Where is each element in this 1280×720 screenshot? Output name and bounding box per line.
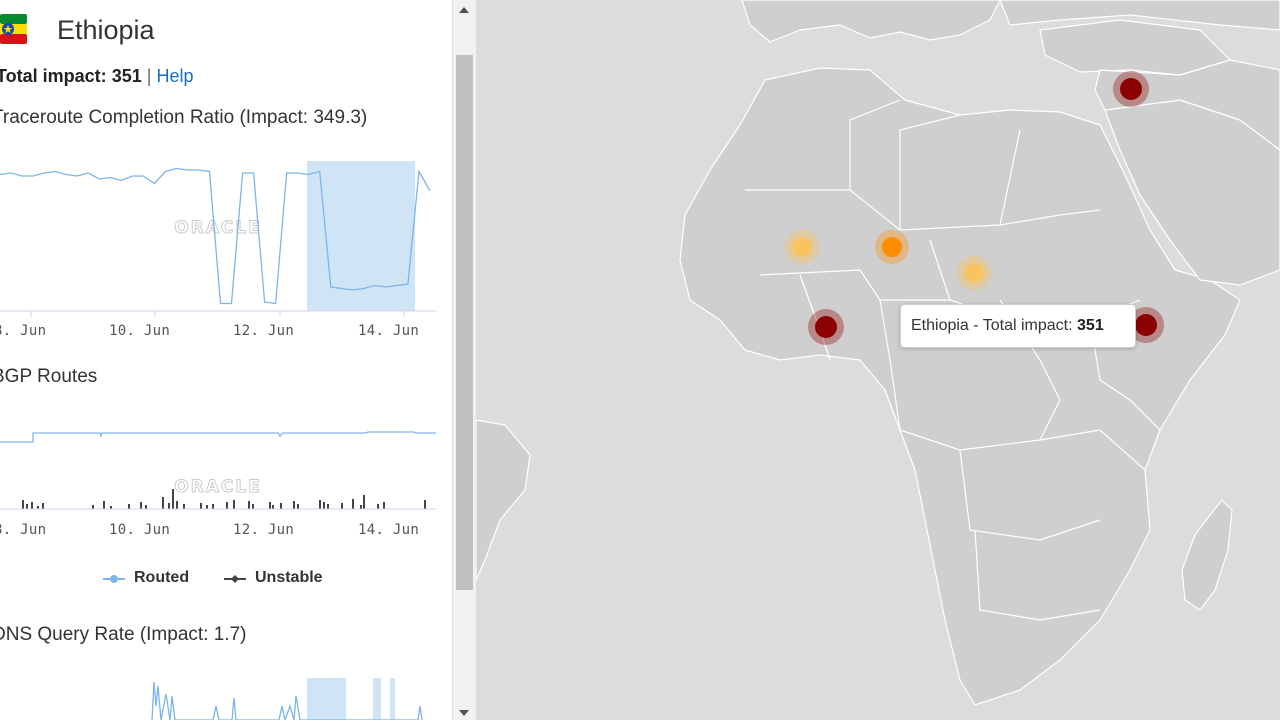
unstable-bar: [26, 504, 28, 509]
highlight-band: [373, 678, 381, 720]
dns-section-title: DNS Query Rate (Impact: 1.7): [0, 624, 247, 645]
severity-markers: [785, 71, 1164, 345]
dns-chart[interactable]: [0, 676, 450, 720]
land-africa: [679, 67, 1241, 706]
oracle-watermark: ORACLE: [174, 477, 262, 497]
unstable-bar: [341, 503, 343, 509]
unstable-bar: [172, 489, 174, 509]
total-impact-line: Total impact: 351 | Help: [0, 66, 193, 87]
bgp-section-title: BGP Routes: [0, 366, 98, 387]
scrollbar-thumb[interactable]: [456, 55, 473, 590]
x-tick-label: 8. Jun: [0, 522, 47, 538]
unstable-bar: [128, 504, 130, 509]
scroll-down-arrow[interactable]: [459, 710, 469, 716]
land-europe: [741, 0, 1001, 43]
unstable-bar: [363, 495, 365, 509]
scroll-up-arrow[interactable]: [459, 7, 469, 13]
separator: |: [146, 66, 152, 86]
legend-item-unstable[interactable]: Unstable: [255, 569, 323, 586]
x-tick-label: 10. Jun: [109, 323, 171, 339]
unstable-bar: [22, 500, 24, 509]
routed-series-line: [0, 431, 436, 443]
bgp-chart[interactable]: ORACLE: [0, 420, 450, 515]
unstable-bar: [293, 501, 295, 509]
marker-moderate: [882, 237, 902, 257]
unstable-bar: [168, 503, 170, 509]
marker-severe: [1120, 78, 1142, 100]
unstable-bar: [269, 502, 271, 509]
unstable-bar: [176, 501, 178, 509]
world-map[interactable]: [476, 0, 1280, 720]
unstable-bar: [327, 504, 329, 509]
unstable-bar: [92, 505, 94, 509]
unstable-bar: [42, 503, 44, 509]
traceroute-series-line: [0, 167, 431, 305]
help-link[interactable]: Help: [156, 66, 194, 86]
unstable-bar: [200, 503, 202, 509]
marker-light: [792, 237, 812, 257]
x-tick-label: 12. Jun: [233, 323, 295, 339]
unstable-bar: [248, 501, 250, 509]
unstable-bar: [103, 501, 105, 509]
unstable-bar: [280, 503, 282, 509]
unstable-bar: [212, 504, 214, 509]
map-tooltip: Ethiopia - Total impact: 351: [900, 304, 1136, 348]
land-eastern-europe: [999, 0, 1280, 31]
land-south-america: [476, 419, 531, 581]
unstable-bar: [37, 506, 39, 509]
unstable-series-bars: [22, 489, 426, 509]
unstable-bar: [383, 502, 385, 509]
unstable-bar: [352, 499, 354, 509]
unstable-bar: [206, 505, 208, 509]
unstable-legend-marker: [224, 575, 246, 583]
panel-scrollbar[interactable]: [452, 0, 476, 720]
unstable-bar: [145, 505, 147, 509]
unstable-bar: [252, 504, 254, 509]
impact-label: Total impact:: [0, 66, 107, 86]
highlight-band: [390, 678, 395, 720]
unstable-bar: [297, 504, 299, 509]
unstable-bar: [110, 506, 112, 509]
x-tick-label: 8. Jun: [0, 323, 47, 339]
x-tick-label: 12. Jun: [233, 522, 295, 538]
ethiopia-flag-icon: [0, 14, 27, 44]
x-tick-label: 14. Jun: [358, 323, 420, 339]
country-title: Ethiopia: [57, 15, 155, 45]
unstable-bar: [319, 500, 321, 509]
unstable-bar: [162, 497, 164, 509]
tooltip-text: - Total impact:: [968, 317, 1078, 334]
dns-series-line: [151, 681, 423, 720]
unstable-bar: [323, 502, 325, 509]
unstable-bar: [140, 502, 142, 509]
unstable-bar: [360, 505, 362, 509]
legend-item-routed[interactable]: Routed: [134, 569, 190, 586]
unstable-bar: [183, 504, 185, 509]
unstable-bar: [233, 500, 235, 509]
routed-legend-marker: [103, 575, 125, 583]
unstable-bar: [226, 502, 228, 509]
unstable-bar: [272, 505, 274, 509]
tooltip-value: 351: [1077, 317, 1104, 334]
highlight-band: [307, 678, 346, 720]
land-levant: [1094, 59, 1280, 151]
traceroute-chart[interactable]: ORACLE: [0, 150, 450, 320]
x-tick-label: 10. Jun: [109, 522, 171, 538]
tooltip-country: Ethiopia: [911, 317, 969, 334]
land-madagascar: [1181, 499, 1233, 611]
land-turkey: [1039, 19, 1231, 76]
x-tick-label: 14. Jun: [358, 522, 420, 538]
traceroute-section-title: Traceroute Completion Ratio (Impact: 349…: [0, 107, 368, 128]
country-detail-panel: Ethiopia Total impact: 351 | Help Tracer…: [0, 0, 452, 720]
marker-light: [964, 263, 984, 283]
marker-severe: [815, 316, 837, 338]
unstable-bar: [377, 504, 379, 509]
marker-severe-ethiopia: [1135, 314, 1157, 336]
oracle-watermark: ORACLE: [174, 218, 262, 238]
unstable-bar: [31, 502, 33, 509]
unstable-bar: [424, 500, 426, 509]
impact-value: 351: [111, 66, 142, 86]
map-canvas: [476, 0, 1280, 706]
